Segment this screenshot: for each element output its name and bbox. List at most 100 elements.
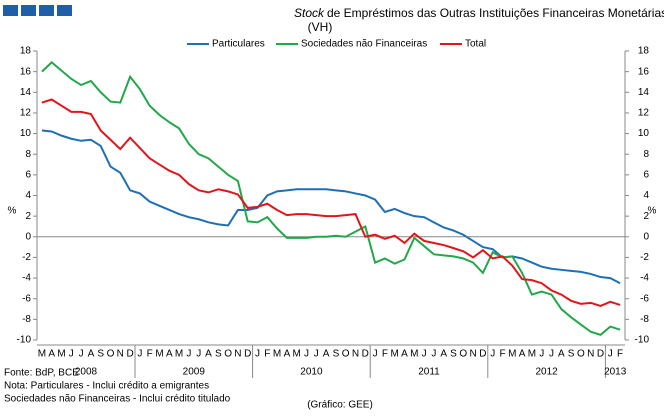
x-tick-label: N: [587, 349, 594, 360]
x-tick-label: A: [440, 349, 447, 360]
x-tick-label: S: [333, 349, 340, 360]
credit: (Gráfico: GEE): [307, 400, 373, 411]
legend-label: Sociedades não Financeiras: [301, 39, 427, 50]
y-tick-label: -10: [17, 335, 32, 346]
y2-tick-label: -2: [640, 252, 649, 263]
y-tick-label: 16: [20, 66, 32, 77]
x-tick-label: F: [147, 349, 153, 360]
x-tick-label: O: [577, 349, 585, 360]
x-tick-label: D: [362, 349, 369, 360]
x-tick-label: S: [215, 349, 222, 360]
x-tick-label: M: [175, 349, 183, 360]
year-label: 2012: [535, 367, 558, 378]
x-tick-label: J: [539, 349, 544, 360]
y2-tick-label: 14: [638, 87, 650, 98]
x-tick-label: D: [479, 349, 486, 360]
logo-block: [57, 5, 72, 16]
x-tick-label: J: [431, 349, 436, 360]
x-tick-label: N: [469, 349, 476, 360]
x-tick-label: J: [373, 349, 378, 360]
x-tick-label: S: [450, 349, 457, 360]
logo-block: [3, 5, 18, 16]
x-tick-label: O: [224, 349, 232, 360]
y2-tick-label: 16: [638, 66, 650, 77]
x-tick-label: F: [264, 349, 270, 360]
logo-block: [21, 5, 36, 16]
x-tick-label: J: [608, 349, 613, 360]
x-tick-label: J: [186, 349, 191, 360]
x-tick-label: M: [391, 349, 399, 360]
x-tick-label: F: [382, 349, 388, 360]
x-tick-label: J: [137, 349, 142, 360]
x-tick-label: S: [97, 349, 104, 360]
x-tick-label: A: [284, 349, 291, 360]
x-tick-label: A: [205, 349, 212, 360]
note: Fonte: BdP, BCE: [4, 368, 79, 379]
x-tick-label: A: [48, 349, 55, 360]
year-label: 2010: [300, 367, 323, 378]
year-label: 2009: [183, 367, 206, 378]
x-tick-label: A: [166, 349, 173, 360]
y-tick-label: 8: [25, 149, 31, 160]
x-tick-label: J: [549, 349, 554, 360]
x-tick-label: M: [528, 349, 536, 360]
year-label: 2013: [604, 367, 627, 378]
x-tick-label: S: [568, 349, 575, 360]
y2-tick-label: 0: [643, 231, 649, 242]
x-tick-label: M: [410, 349, 418, 360]
y-tick-label: 18: [20, 46, 32, 57]
x-tick-label: F: [617, 349, 623, 360]
y2-tick-label: 10: [638, 128, 650, 139]
note: Nota: Particulares - Inclui crédito a em…: [4, 381, 209, 392]
y2-tick-label: 4: [643, 190, 649, 201]
y2-tick-label: -6: [640, 293, 649, 304]
x-tick-label: A: [519, 349, 526, 360]
y-tick-label: 14: [20, 87, 32, 98]
x-tick-label: J: [422, 349, 427, 360]
y-tick-label: 10: [20, 128, 32, 139]
legend-label: Total: [465, 39, 486, 50]
x-tick-label: M: [273, 349, 281, 360]
x-tick-label: D: [126, 349, 133, 360]
y2-tick-label: 6: [643, 169, 649, 180]
x-tick-label: N: [352, 349, 359, 360]
y2-tick-label: 18: [638, 46, 650, 57]
y-tick-label: 2: [25, 211, 31, 222]
x-tick-label: A: [401, 349, 408, 360]
chart-subtitle: (VH): [308, 20, 333, 34]
chart-title: de Empréstimos das Outras Instituições F…: [327, 6, 664, 20]
x-tick-label: J: [314, 349, 319, 360]
x-tick-label: D: [597, 349, 604, 360]
x-tick-label: A: [558, 349, 565, 360]
x-tick-label: J: [255, 349, 260, 360]
x-tick-label: M: [57, 349, 65, 360]
y-tick-label: 4: [25, 190, 31, 201]
x-tick-label: A: [88, 349, 95, 360]
y2-tick-label: 2: [643, 211, 649, 222]
x-tick-label: J: [196, 349, 201, 360]
y2-tick-label: -10: [635, 335, 650, 346]
x-tick-label: J: [490, 349, 495, 360]
y-tick-label: -6: [22, 293, 31, 304]
x-tick-label: N: [234, 349, 241, 360]
x-tick-label: M: [508, 349, 516, 360]
series-line: [41, 61, 621, 336]
chart-title-em: Stock: [294, 6, 325, 20]
y-tick-label: 12: [20, 108, 32, 119]
legend-label: Particulares: [212, 39, 265, 50]
y2-tick-label: 8: [643, 149, 649, 160]
x-tick-label: O: [107, 349, 115, 360]
x-tick-label: F: [499, 349, 505, 360]
y-tick-label: 6: [25, 169, 31, 180]
logo-block: [39, 5, 54, 16]
x-tick-label: M: [293, 349, 301, 360]
x-tick-label: A: [323, 349, 330, 360]
y-axis-label: %: [8, 206, 17, 217]
year-label: 2008: [75, 367, 98, 378]
note: Sociedades não Financeiras - Inclui créd…: [4, 394, 231, 405]
y2-axis-label: %: [648, 206, 657, 217]
y2-tick-label: -4: [640, 273, 649, 284]
x-tick-label: J: [69, 349, 74, 360]
x-tick-label: O: [342, 349, 350, 360]
